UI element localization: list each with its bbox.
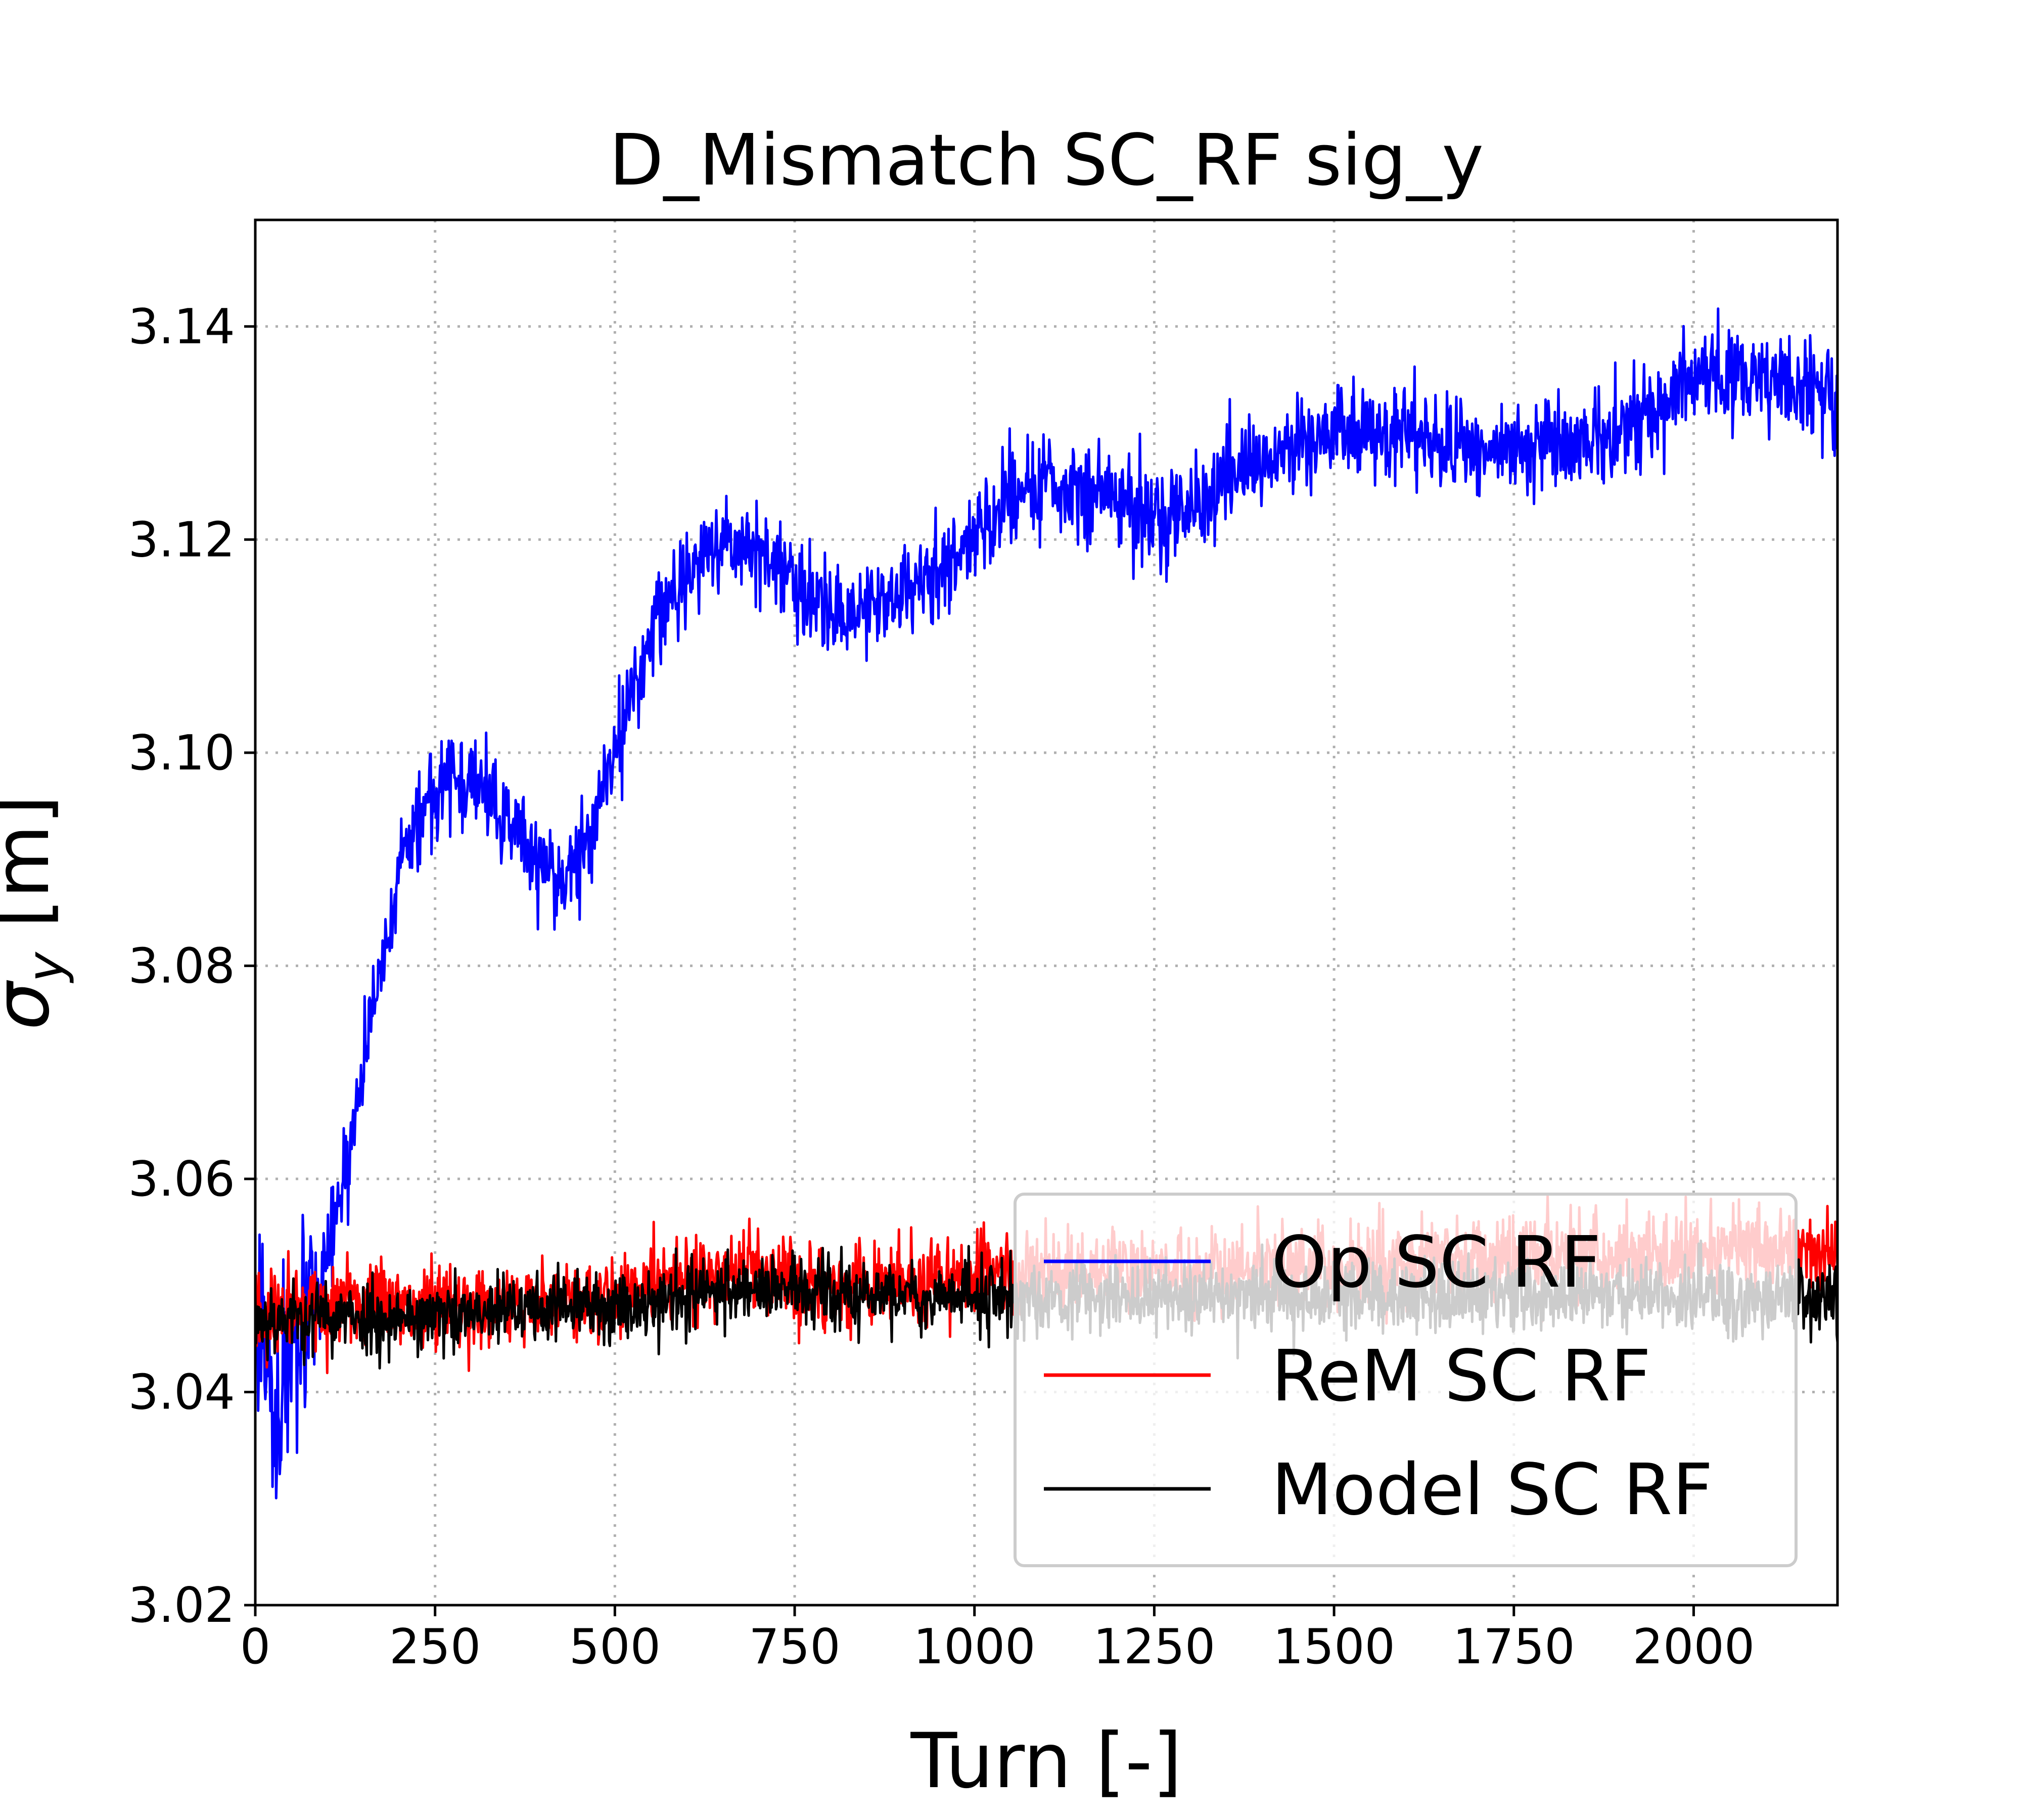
y-axis-label-unit: [m] [0, 795, 66, 952]
x-tick-label-4: 1000 [913, 1619, 1036, 1675]
x-tick-label-1: 250 [389, 1619, 481, 1675]
y-tick-label-2: 3.06 [128, 1152, 235, 1207]
y-tick-label-6: 3.14 [128, 299, 235, 355]
y-axis-label: σy [m] [0, 795, 75, 1030]
x-tick-label-3: 750 [749, 1619, 840, 1675]
chart-title: D_Mismatch SC_RF sig_y [609, 119, 1484, 202]
x-tick-label-7: 1750 [1453, 1619, 1575, 1675]
y-tick-label-3: 3.08 [128, 938, 235, 994]
y-axis-label-subscript: y [16, 951, 75, 983]
plot-frame [254, 218, 1839, 1607]
legend-box [1014, 1193, 1798, 1567]
y-tick-label-0: 3.02 [128, 1578, 235, 1633]
legend-entries: Op SC RF ReM SC RF Model SC RF [1044, 1221, 1713, 1531]
x-tick-label-6: 1500 [1273, 1619, 1395, 1675]
x-tick-label-2: 500 [569, 1619, 661, 1675]
y-tick-label-5: 3.12 [128, 512, 235, 568]
axis-ticks: 0 250 500 750 1000 1250 1500 1750 2000 3.02 3.04 3.… [128, 299, 1755, 1675]
y-tick-label-1: 3.04 [128, 1364, 235, 1420]
legend-label-1: ReM SC RF [1271, 1335, 1651, 1418]
x-tick-label-8: 2000 [1633, 1619, 1755, 1675]
y-tick-label-4: 3.10 [128, 725, 235, 781]
x-tick-label-0: 0 [240, 1619, 270, 1675]
y-axis-label-symbol: σ [0, 980, 66, 1030]
legend-label-0: Op SC RF [1271, 1221, 1601, 1304]
legend-label-2: Model SC RF [1271, 1449, 1713, 1531]
x-axis-label: Turn [-] [910, 1717, 1182, 1805]
series-line-0 [254, 307, 1839, 1499]
legend: Op SC RF ReM SC RF Model SC RF [1014, 1193, 1798, 1567]
x-tick-label-5: 1250 [1093, 1619, 1216, 1675]
